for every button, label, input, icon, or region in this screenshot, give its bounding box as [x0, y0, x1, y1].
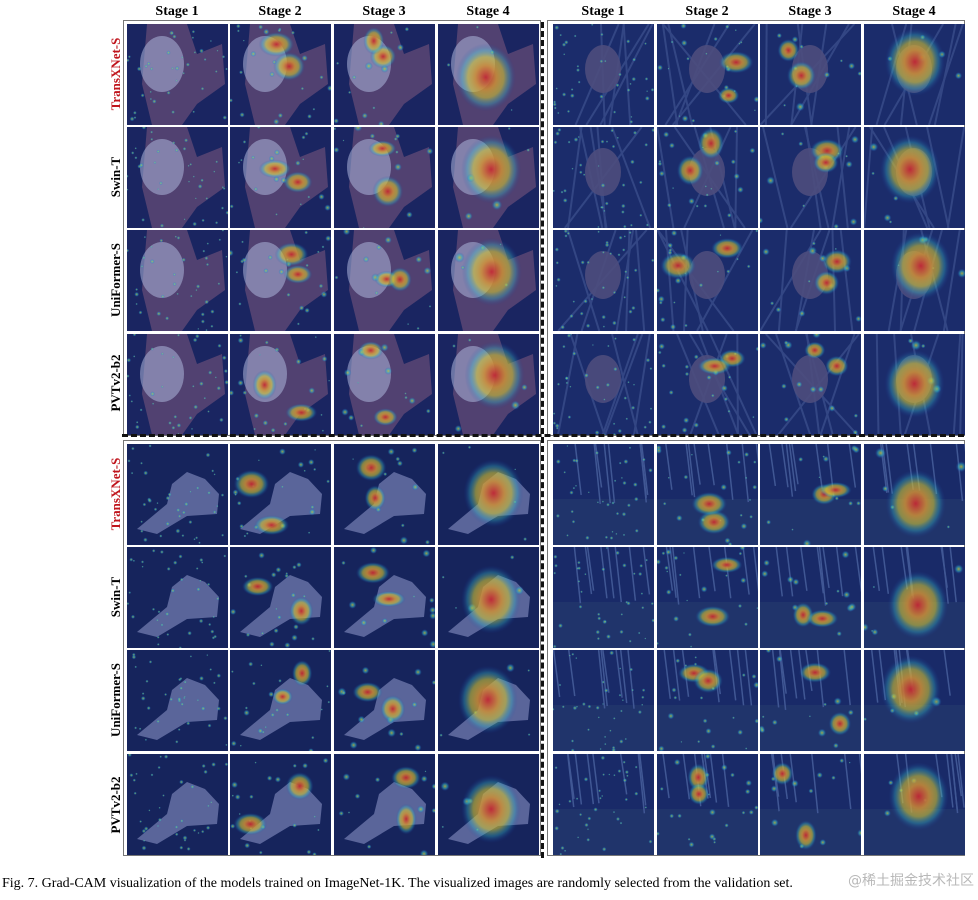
gradcam-tile: [230, 754, 331, 855]
gradcam-tile: [127, 754, 228, 855]
gradcam-tile: [760, 230, 861, 331]
gradcam-tile: [657, 547, 758, 648]
gradcam-tile: [760, 650, 861, 751]
gradcam-tile: [127, 334, 228, 435]
gradcam-tile: [657, 334, 758, 435]
gradcam-tile: [438, 230, 539, 331]
gradcam-tile: [553, 444, 654, 545]
gradcam-tile: [438, 334, 539, 435]
gradcam-tile: [553, 230, 654, 331]
gradcam-tile: [127, 650, 228, 751]
gradcam-tile: [864, 24, 965, 125]
gradcam-tile: [127, 24, 228, 125]
gradcam-tile: [553, 547, 654, 648]
gradcam-tile: [657, 230, 758, 331]
gradcam-tile: [127, 547, 228, 648]
gradcam-tile: [230, 444, 331, 545]
gradcam-tile: [438, 24, 539, 125]
gradcam-tile: [438, 444, 539, 545]
gradcam-tile: [864, 127, 965, 228]
gradcam-tile: [438, 754, 539, 855]
row-label-top-4: PVTv2-b2: [108, 354, 123, 412]
gradcam-tile: [553, 650, 654, 751]
panel-frame-bottom-right: [547, 440, 965, 856]
gradcam-tile: [230, 547, 331, 648]
gradcam-tile: [553, 754, 654, 855]
stage-header-right-2: Stage 2: [685, 4, 729, 19]
gradcam-tile: [230, 650, 331, 751]
gradcam-tile: [230, 24, 331, 125]
row-label-top-2: Swin-T: [108, 156, 123, 198]
gradcam-tile: [657, 650, 758, 751]
stage-header-right-1: Stage 1: [581, 4, 625, 19]
gradcam-tile: [657, 24, 758, 125]
gradcam-tile: [760, 24, 861, 125]
row-label-top-1: TransXNet-S: [108, 37, 123, 111]
vertical-dashed-separator: [541, 22, 544, 858]
stage-header-left-4: Stage 4: [466, 4, 510, 19]
gradcam-tile: [657, 444, 758, 545]
gradcam-tile: [438, 547, 539, 648]
gradcam-tile: [553, 334, 654, 435]
row-label-bottom-4: PVTv2-b2: [108, 776, 123, 834]
gradcam-tile: [334, 127, 435, 228]
gradcam-tile: [760, 547, 861, 648]
gradcam-tile: [334, 334, 435, 435]
gradcam-tile: [230, 127, 331, 228]
gradcam-tile: [334, 650, 435, 751]
gradcam-tile: [864, 230, 965, 331]
gradcam-tile: [334, 230, 435, 331]
gradcam-tile: [553, 127, 654, 228]
gradcam-tile: [127, 230, 228, 331]
gradcam-tile: [438, 650, 539, 751]
row-label-top-3: UniFormer-S: [108, 243, 123, 317]
gradcam-tile: [760, 444, 861, 545]
gradcam-tile: [127, 127, 228, 228]
gradcam-tile: [760, 754, 861, 855]
stage-header-left-2: Stage 2: [258, 4, 302, 19]
stage-header-left-1: Stage 1: [155, 4, 199, 19]
gradcam-tile: [334, 754, 435, 855]
gradcam-tile: [553, 24, 654, 125]
panel-frame-bottom-left: [123, 440, 541, 856]
row-label-bottom-1: TransXNet-S: [108, 457, 123, 531]
gradcam-tile: [334, 547, 435, 648]
gradcam-tile: [864, 334, 965, 435]
horizontal-dashed-separator: [122, 434, 964, 437]
stage-header-left-3: Stage 3: [362, 4, 406, 19]
gradcam-tile: [127, 444, 228, 545]
gradcam-tile: [657, 127, 758, 228]
gradcam-tile: [760, 334, 861, 435]
figure-caption: Fig. 7. Grad-CAM visualization of the mo…: [2, 876, 793, 891]
gradcam-tile: [334, 24, 435, 125]
gradcam-tile: [438, 127, 539, 228]
gradcam-tile: [334, 444, 435, 545]
gradcam-tile: [864, 754, 965, 855]
gradcam-tile: [230, 334, 331, 435]
gradcam-tile: [760, 127, 861, 228]
gradcam-tile: [864, 444, 965, 545]
gradcam-tile: [864, 650, 965, 751]
gradcam-tile: [864, 547, 965, 648]
stage-header-right-4: Stage 4: [892, 4, 936, 19]
watermark: @稀土掘金技术社区: [848, 873, 974, 889]
row-label-bottom-3: UniFormer-S: [108, 663, 123, 737]
row-label-bottom-2: Swin-T: [108, 576, 123, 618]
gradcam-tile: [657, 754, 758, 855]
gradcam-tile: [230, 230, 331, 331]
stage-header-right-3: Stage 3: [788, 4, 832, 19]
